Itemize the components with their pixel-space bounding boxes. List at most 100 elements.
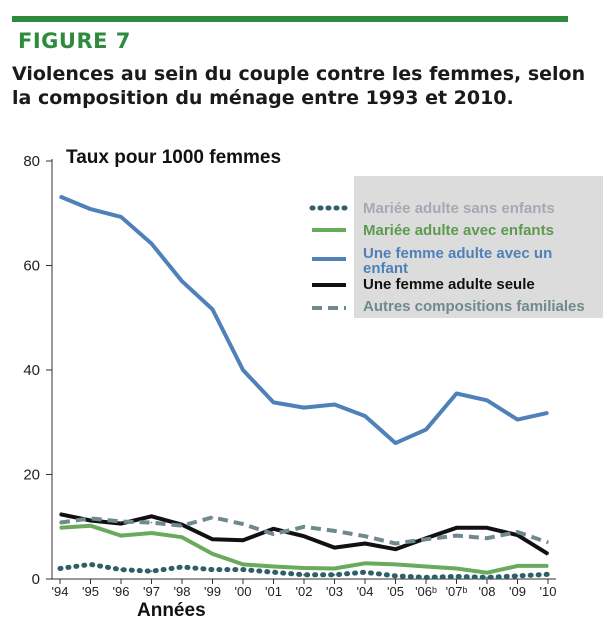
data-point xyxy=(89,524,92,527)
data-point xyxy=(455,526,458,529)
data-point xyxy=(455,567,458,570)
data-point xyxy=(120,534,122,537)
legend-item: Mariée adulte sans enfants xyxy=(309,200,555,217)
x-tick-label: '10 xyxy=(540,584,557,599)
x-tick-label: '05 xyxy=(387,584,404,599)
x-tick-label: '96 xyxy=(113,584,130,599)
data-point xyxy=(455,392,458,395)
top-rule xyxy=(12,16,568,22)
x-tick-label: '07ᵇ xyxy=(446,584,468,599)
data-point xyxy=(547,553,549,555)
data-point xyxy=(425,428,427,431)
data-point xyxy=(242,523,244,525)
y-tick-label: 60 xyxy=(23,258,40,275)
legend-background xyxy=(354,176,603,318)
data-point xyxy=(242,369,244,371)
data-point xyxy=(211,516,214,519)
data-point xyxy=(120,216,122,218)
x-tick-label: '94 xyxy=(52,584,69,599)
data-point xyxy=(59,521,61,524)
legend-label: Mariée adulte sans enfants xyxy=(363,200,555,217)
series-5 xyxy=(59,515,549,546)
series-line xyxy=(59,515,549,546)
data-point xyxy=(394,563,397,566)
legend-item: Mariée adulte avec enfants xyxy=(312,222,554,239)
data-point xyxy=(181,524,183,527)
y-tick-label: 0 xyxy=(32,571,40,588)
data-point xyxy=(486,576,488,579)
x-tick-label: '08 xyxy=(479,584,496,599)
data-point xyxy=(89,519,92,522)
series-1 xyxy=(57,561,551,580)
data-point xyxy=(242,539,244,542)
legend: Mariée adulte sans enfants Mariée adulte … xyxy=(309,200,585,315)
series-3 xyxy=(59,194,549,446)
data-point xyxy=(59,195,61,198)
data-point xyxy=(89,208,92,210)
y-tick-label: 20 xyxy=(23,467,40,484)
data-point xyxy=(303,525,305,528)
data-point xyxy=(150,515,153,518)
data-point xyxy=(364,562,366,565)
data-point xyxy=(333,567,336,570)
y-axis-label: Taux pour 1000 femmes xyxy=(66,147,281,168)
x-tick-label: '09 xyxy=(509,584,526,599)
data-point xyxy=(455,575,458,578)
data-point xyxy=(303,574,305,576)
data-point xyxy=(59,526,61,529)
data-point xyxy=(486,571,488,574)
data-point xyxy=(120,568,122,571)
data-point xyxy=(333,403,336,406)
data-point xyxy=(272,401,275,404)
series-line xyxy=(57,561,551,580)
legend-item: Une femme adulte avec un enfant xyxy=(312,245,552,277)
data-point xyxy=(455,534,458,537)
data-point xyxy=(89,517,92,520)
x-tick-label: '97 xyxy=(143,584,160,599)
data-point xyxy=(333,530,336,532)
legend-item: Une femme adulte seule xyxy=(312,276,535,293)
data-point xyxy=(272,571,275,574)
data-point xyxy=(59,513,61,516)
y-tick-label: 40 xyxy=(23,362,40,379)
data-point xyxy=(364,535,366,537)
data-point xyxy=(333,574,336,576)
x-tick-label: '03 xyxy=(326,584,343,599)
data-point xyxy=(272,533,275,535)
x-axis: '94 '95 '96 '97 '98 '99 '00 '01 '02 '03 '04 '05 '06ᵇ… xyxy=(52,578,557,599)
x-tick-label: '06ᵇ xyxy=(415,584,437,599)
data-point xyxy=(425,565,427,568)
data-point xyxy=(516,565,519,567)
data-point xyxy=(486,537,488,540)
data-point xyxy=(211,553,214,555)
data-point xyxy=(89,563,92,566)
data-point xyxy=(211,568,214,571)
data-point xyxy=(150,532,153,534)
data-point xyxy=(364,542,366,545)
y-axis: 0 20 40 60 80 xyxy=(23,153,53,588)
legend-item: Autres compositions familiales xyxy=(312,298,585,315)
data-point xyxy=(394,548,397,551)
figure-label: FIGURE 7 xyxy=(18,29,131,53)
data-point xyxy=(516,575,519,577)
legend-label: Autres compositions familiales xyxy=(363,298,585,315)
data-point xyxy=(486,526,488,529)
data-point xyxy=(150,242,153,245)
data-point xyxy=(150,570,153,572)
data-point xyxy=(394,575,397,577)
y-tick-label: 80 xyxy=(23,153,40,170)
data-point xyxy=(120,520,122,523)
data-point xyxy=(394,542,397,545)
series-line xyxy=(59,523,548,575)
data-point xyxy=(150,521,153,524)
data-point xyxy=(303,406,305,409)
data-point xyxy=(394,442,397,444)
data-point xyxy=(303,567,305,569)
data-point xyxy=(425,576,427,579)
data-point xyxy=(59,567,61,570)
x-tick-label: '95 xyxy=(82,584,99,599)
data-point xyxy=(181,536,183,538)
data-point xyxy=(181,566,183,568)
data-point xyxy=(547,541,549,544)
